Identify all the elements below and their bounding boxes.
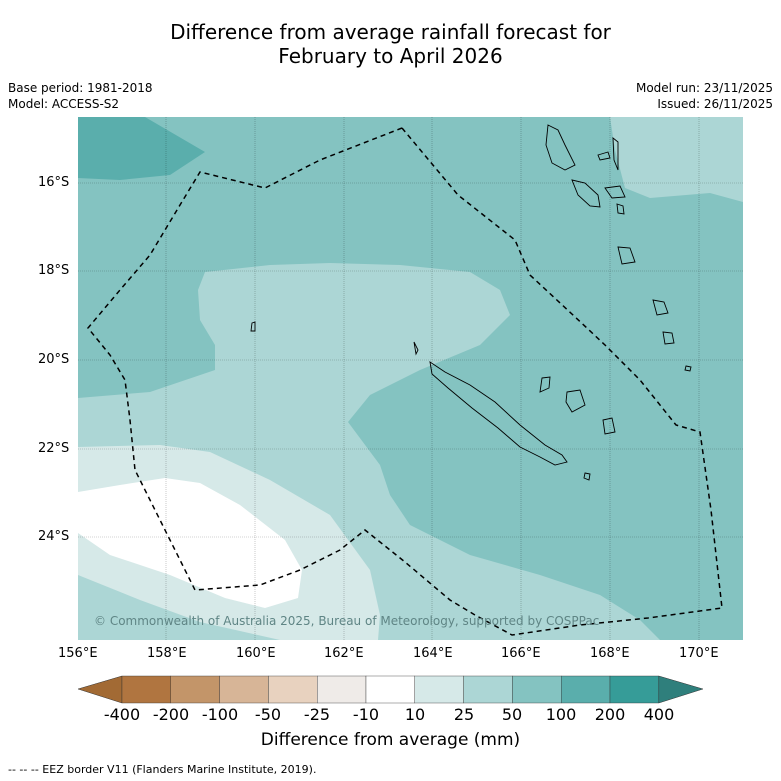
- coastlines: [250, 124, 692, 481]
- band-25-50-ne: [610, 117, 743, 202]
- eez-border: [87, 127, 723, 636]
- isle-of-pines: [583, 472, 591, 481]
- vanuatu-ambrym: [604, 185, 626, 199]
- vanuatu-tanna: [662, 331, 675, 345]
- colorbar-seg-7: [414, 675, 464, 704]
- vanuatu-islet: [597, 151, 611, 161]
- colorbar-label: -100: [201, 705, 239, 724]
- lon-label: 160°E: [236, 646, 276, 661]
- colorbar-label: -50: [254, 705, 282, 724]
- colorbar-label: 50: [501, 705, 523, 724]
- colorbar-seg-6: [365, 675, 415, 704]
- vanuatu-erromango: [652, 299, 669, 316]
- colorbar-seg-2: [170, 675, 220, 704]
- lon-label: 158°E: [147, 646, 187, 661]
- lon-label: 168°E: [590, 646, 630, 661]
- lat-label: 22°S: [38, 441, 70, 456]
- colorbar-label: -200: [152, 705, 190, 724]
- vanuatu-efate: [617, 246, 636, 265]
- copyright-credit: © Commonwealth of Australia 2025, Bureau…: [94, 614, 600, 628]
- model-name: Model: ACCESS-S2: [8, 97, 120, 111]
- colorbar-seg-1: [121, 675, 171, 704]
- graticule: [78, 117, 743, 640]
- lat-label: 20°S: [38, 352, 70, 367]
- colorbar-seg-3: [219, 675, 269, 704]
- colorbar-seg-10: [561, 675, 611, 704]
- lon-label: 164°E: [413, 646, 453, 661]
- eez-footnote: -- -- -- EEZ border V11 (Flanders Marine…: [8, 763, 317, 776]
- band-neutral: [78, 478, 302, 608]
- loyalty-island-ouvea: [539, 376, 551, 393]
- colorbar-extend-high: [658, 675, 704, 704]
- rainfall-field: [78, 117, 743, 640]
- lon-label: 170°E: [679, 646, 719, 661]
- colorbar-label: -25: [303, 705, 331, 724]
- colorbar-seg-11: [609, 675, 659, 704]
- lon-label: 156°E: [58, 646, 98, 661]
- band-100-200: [78, 117, 205, 180]
- lat-label: 18°S: [38, 263, 70, 278]
- colorbar-label: 400: [643, 705, 675, 724]
- colorbar-label: -400: [103, 705, 141, 724]
- colorbar-title: Difference from average (mm): [260, 730, 521, 750]
- colorbar-label: 25: [453, 705, 475, 724]
- vanuatu-malekula: [571, 179, 601, 208]
- title-line-1: Difference from average rainfall forecas…: [170, 20, 611, 44]
- islet: [413, 341, 419, 356]
- vanuatu-epi: [616, 203, 625, 215]
- colorbar-seg-4: [268, 675, 318, 704]
- colorbar-label: 100: [545, 705, 577, 724]
- colorbar-label: 200: [594, 705, 626, 724]
- colorbar-seg-8: [463, 675, 513, 704]
- colorbar-label: -10: [352, 705, 380, 724]
- model-run: Model run: 23/11/2025: [635, 81, 773, 95]
- vanuatu-espiritu-santo: [545, 124, 576, 171]
- colorbar-extend-low: [77, 675, 123, 704]
- lon-label: 166°E: [501, 646, 541, 661]
- base-period: Base period: 1981-2018: [8, 81, 153, 95]
- new-caledonia-island: [429, 361, 568, 466]
- lat-label: 16°S: [38, 175, 70, 190]
- colorbar-label: 10: [404, 705, 426, 724]
- lon-label: 162°E: [324, 646, 364, 661]
- vanuatu-aneityum: [684, 365, 692, 372]
- lat-label: 24°S: [38, 529, 70, 544]
- issued-date: Issued: 26/11/2025: [657, 97, 773, 111]
- colorbar: [77, 675, 704, 704]
- title-line-2: February to April 2026: [278, 44, 503, 68]
- colorbar-seg-5: [317, 675, 367, 704]
- vanuatu-islet-2: [612, 137, 619, 171]
- colorbar-seg-9: [512, 675, 562, 704]
- loyalty-island-mare: [602, 417, 616, 435]
- chesterfield-islets: [250, 321, 256, 332]
- loyalty-island-lifou: [565, 389, 586, 413]
